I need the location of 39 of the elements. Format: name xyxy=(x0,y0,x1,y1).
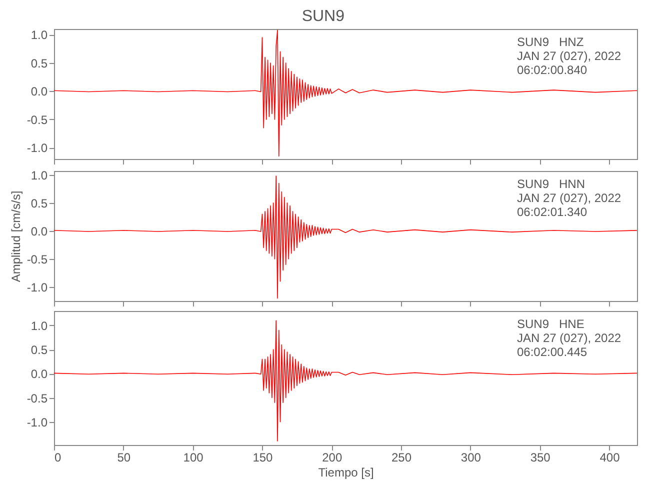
x-tick-label: 350 xyxy=(530,450,551,464)
y-tick-label: 0.5 xyxy=(30,343,48,358)
x-tick-label: 0 xyxy=(54,450,62,464)
y-tick-label: -0.5 xyxy=(26,112,48,127)
y-tick-label: 0.0 xyxy=(30,367,48,382)
x-tick-label: 300 xyxy=(460,450,482,464)
y-axis-title: Amplitud [cm/s/s] xyxy=(8,190,23,282)
y-tick-label: -0.5 xyxy=(26,391,48,406)
chart-title: SUN9 xyxy=(302,8,345,26)
line-series xyxy=(54,176,637,299)
annotation: SUN9 HNZ xyxy=(517,35,584,49)
x-tick-label: 400 xyxy=(600,450,620,464)
annotation: SUN9 HNN xyxy=(517,177,586,191)
annotation: 06:02:00.445 xyxy=(517,345,588,359)
y-tick-label: 0.0 xyxy=(30,224,48,238)
y-tick-label: -0.5 xyxy=(26,252,48,266)
y-tick-label: 1.0 xyxy=(30,28,48,42)
annotation: 06:02:00.840 xyxy=(517,63,588,77)
annotation: SUN9 HNE xyxy=(517,317,584,331)
x-tick-label: 150 xyxy=(252,450,274,464)
x-tick-label: 200 xyxy=(322,450,342,464)
annotation: JAN 27 (027), 2022 xyxy=(517,49,622,63)
y-tick-label: 0.5 xyxy=(30,56,48,70)
x-axis-title: Tiempo [s] xyxy=(318,466,374,480)
y-tick-label: -1.0 xyxy=(26,141,48,156)
y-tick-label: 0.5 xyxy=(30,196,48,210)
x-tick-label: 50 xyxy=(117,450,131,464)
y-tick-label: -1.0 xyxy=(26,415,48,430)
x-tick-label: 100 xyxy=(183,450,204,464)
x-tick-label: 250 xyxy=(392,450,412,464)
y-tick-label: -1.0 xyxy=(26,280,48,294)
y-tick-label: 1.0 xyxy=(30,168,48,182)
annotation: JAN 27 (027), 2022 xyxy=(517,331,622,345)
annotation: 06:02:01.340 xyxy=(517,205,588,219)
y-tick-label: 0.0 xyxy=(30,84,48,99)
line-series xyxy=(54,320,637,442)
annotation: JAN 27 (027), 2022 xyxy=(517,191,622,205)
y-tick-label: 1.0 xyxy=(30,318,48,333)
line-series xyxy=(54,30,637,157)
